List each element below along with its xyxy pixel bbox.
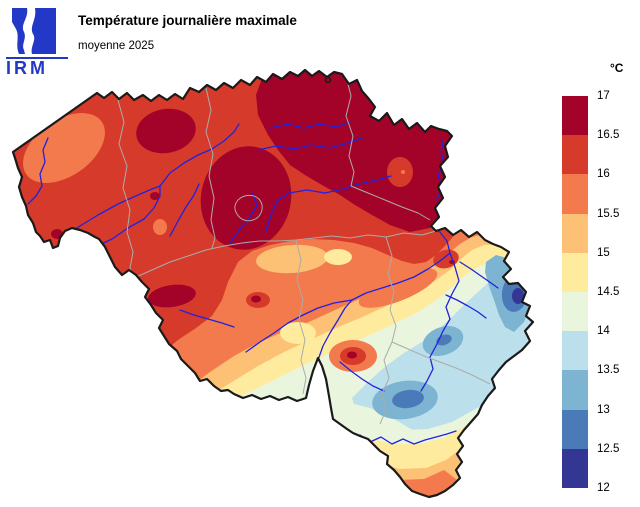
irm-logo: IRM xyxy=(6,8,70,78)
irm-logo-mark xyxy=(12,8,56,54)
logo-underline xyxy=(6,57,68,59)
temp-tip-dot-orange xyxy=(319,419,331,431)
colorbar-tick-label: 17 xyxy=(597,90,610,102)
colorbar-tick-label: 13.5 xyxy=(597,364,620,377)
logo-left-shape xyxy=(12,8,28,54)
colorbar-segment xyxy=(562,213,588,253)
temp-tongue-red xyxy=(295,190,342,235)
river-senne xyxy=(229,192,258,244)
river-lesse xyxy=(339,361,385,392)
logo-text: IRM xyxy=(6,58,48,78)
logo-right-shape xyxy=(31,8,56,54)
colorbar-segment xyxy=(562,291,588,332)
page-title: Température journalière maximale xyxy=(78,13,297,28)
colorbar-tick-label: 15.5 xyxy=(597,207,620,220)
temp-zone-12-to-12-5 xyxy=(512,288,524,304)
river-ambleve xyxy=(445,294,487,319)
temp-meuse-valley-orange xyxy=(358,268,438,308)
colorbar-tick-label: 14.5 xyxy=(597,286,620,298)
colorbar-tick-label: 14 xyxy=(597,325,610,338)
colorbar-segment xyxy=(562,331,588,371)
rivers xyxy=(27,121,499,445)
river-yser xyxy=(27,137,49,205)
colorbar xyxy=(562,96,588,488)
temp-zone-12-5-to-13 xyxy=(392,389,424,409)
colorbar-tick-label: 12 xyxy=(597,482,610,494)
colorbar-segment xyxy=(562,409,588,449)
colorbar-tick-label: 16 xyxy=(597,168,610,181)
river-sambre xyxy=(245,299,353,353)
temperature-field xyxy=(13,70,533,497)
province-borders xyxy=(117,75,491,425)
temp-island-yellow xyxy=(324,249,352,265)
temp-island-yellow xyxy=(280,322,316,344)
temp-island-orange xyxy=(153,219,167,235)
colorbar-segment xyxy=(562,135,588,175)
colorbar-segment xyxy=(562,370,588,410)
river-vesdre xyxy=(459,261,499,289)
river-ourthe xyxy=(420,252,460,392)
temp-dot-orange xyxy=(401,170,405,174)
river-lys xyxy=(61,185,161,239)
brussels-region-border xyxy=(234,194,263,222)
colorbar-segment xyxy=(562,96,588,136)
temp-island-light-orange xyxy=(256,244,328,274)
river-albert-canal xyxy=(269,121,351,129)
temp-hole-red xyxy=(387,157,413,187)
river-scheldt-lower xyxy=(159,123,240,187)
colorbar-tick-label: 12.5 xyxy=(597,442,620,455)
river-dender xyxy=(169,183,200,237)
river-haine xyxy=(179,309,235,328)
river-dyle-demer xyxy=(265,175,392,232)
colorbar-segment xyxy=(562,252,588,292)
colorbar-segment xyxy=(562,174,588,214)
page-subtitle: moyenne 2025 xyxy=(78,40,155,52)
river-nete xyxy=(257,137,363,151)
colorbar-tick-label: 16.5 xyxy=(597,129,620,142)
baarle-hertog-enclave xyxy=(324,76,332,84)
colorbar-tick-label: 13 xyxy=(597,403,610,416)
temp-charleroi-core xyxy=(251,295,261,303)
colorbar-tick-label: 15 xyxy=(597,246,610,259)
colorbar-unit-label: °C xyxy=(610,61,624,75)
colorbar-segment xyxy=(562,448,588,488)
temp-dinant-core xyxy=(347,351,357,359)
river-scheldt-upper xyxy=(94,185,161,248)
